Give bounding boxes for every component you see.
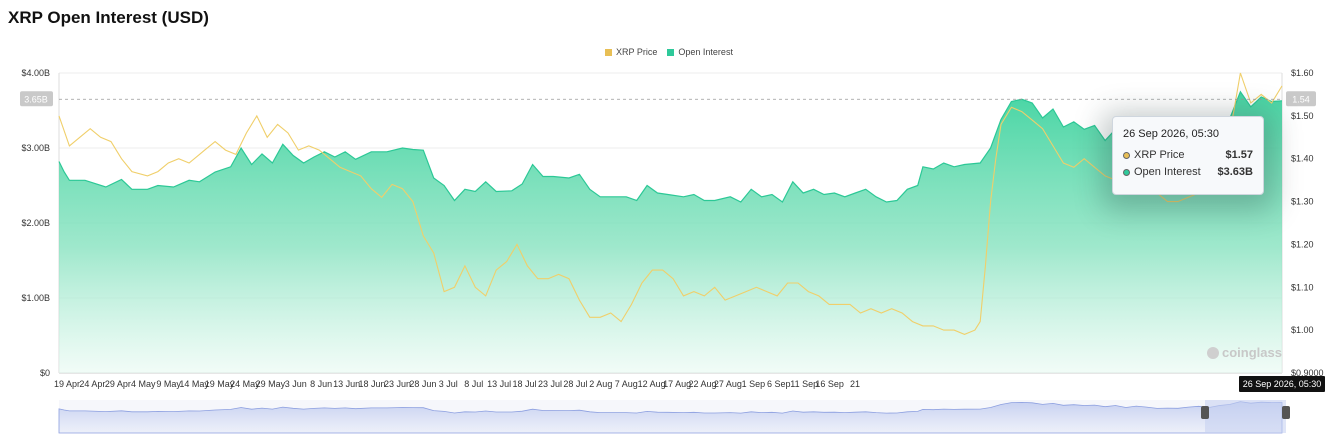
x-axis-tick-label: 2 Aug [589, 379, 612, 389]
tooltip-row-open-interest: Open Interest $3.63B [1123, 166, 1253, 178]
open-interest-area [58, 90, 1283, 374]
legend-label-open-interest: Open Interest [678, 47, 733, 57]
x-axis-tick-label: 13 Jun [333, 379, 360, 389]
left-axis-tick-label: $1.00B [21, 293, 50, 303]
right-axis: $0.9000 $1.00 $1.10 $1.20 $1.30 $1.40 $1.50 $1.… [1291, 68, 1324, 378]
xrp-price-path [58, 72, 1283, 335]
tooltip-dot-xrp-price [1123, 151, 1130, 159]
x-axis-tick-label: 24 May [230, 379, 260, 389]
tooltip-dot-open-interest [1123, 168, 1130, 176]
right-axis-tick-label: $1.00 [1291, 325, 1314, 335]
x-axis-tick-label: 19 Apr [54, 379, 80, 389]
legend-swatch-xrp-price [605, 48, 613, 56]
open-interest-area-fill [59, 91, 1282, 374]
navigator-left-handle[interactable] [1201, 406, 1209, 419]
left-axis-tick-label: $2.00B [21, 218, 50, 228]
x-axis-tick-label: 27 Aug [714, 379, 742, 389]
x-axis-tick-label: 18 Jun [359, 379, 386, 389]
navigator-right-handle[interactable] [1282, 406, 1290, 419]
right-axis-tick-label: $1.30 [1291, 197, 1314, 207]
x-axis-tick-label: 14 May [179, 379, 209, 389]
crosshair-left-label: 3.65B [24, 94, 48, 104]
right-axis-tick-label: $1.50 [1291, 111, 1314, 121]
x-axis-tick-label: 11 Sep [790, 379, 818, 389]
x-axis-tick-label: 8 Jun [310, 379, 332, 389]
x-axis-tick-label: 8 Jul [464, 379, 483, 389]
x-axis-tick-label: 3 Jul [439, 379, 458, 389]
legend-label-xrp-price: XRP Price [616, 47, 658, 57]
tooltip: 26 Sep 2026, 05:30 XRP Price $1.57 Open … [1112, 116, 1264, 195]
x-axis-tick-label: 24 Apr [79, 379, 105, 389]
navigator-selection [1205, 400, 1286, 433]
x-axis-tick-label: 1 Sep [742, 379, 766, 389]
x-axis-tick-label: 16 Sep [815, 379, 844, 389]
crosshair-left-label-bg [20, 91, 53, 107]
tooltip-row-xrp-price: XRP Price $1.57 [1123, 149, 1253, 161]
tooltip-date: 26 Sep 2026, 05:30 [1123, 128, 1220, 140]
x-axis-tick-label: 21 [850, 379, 860, 389]
tooltip-label: XRP Price [1134, 149, 1185, 161]
tooltip-value: $3.63B [1217, 166, 1253, 178]
chart-title: XRP Open Interest (USD) [8, 8, 209, 27]
legend-item-open-interest[interactable]: Open Interest [667, 47, 733, 57]
x-axis-tick-label: 3 Jun [285, 379, 307, 389]
x-axis-tick-label: 22 Aug [688, 379, 716, 389]
x-axis-tick-label: 23 Jul [538, 379, 562, 389]
x-axis-tick-label: 28 Jun [409, 379, 436, 389]
legend-swatch-open-interest [667, 48, 675, 56]
crosshair-right-label: 1.54 [1292, 94, 1310, 104]
x-axis-tick-label: 4 May [131, 379, 156, 389]
legend-item-xrp-price[interactable]: XRP Price [605, 47, 657, 57]
left-axis-tick-label: $4.00B [21, 68, 50, 78]
navigator-series [58, 401, 1283, 434]
x-axis-tick-label: 13 Jul [487, 379, 511, 389]
watermark: coinglass [1207, 345, 1282, 360]
x-axis-tick-label: 17 Aug [663, 379, 691, 389]
xrp-price-line [58, 72, 1283, 335]
left-axis: $0 $1.00B $2.00B $3.00B $4.00B [21, 68, 50, 378]
legend: XRP Price Open Interest [0, 47, 1338, 57]
tooltip-value: $1.57 [1225, 149, 1253, 161]
x-axis-tick-label: 28 Jul [563, 379, 587, 389]
right-axis-tick-label: $1.40 [1291, 154, 1314, 164]
x-axis-tick-label: 12 Aug [638, 379, 666, 389]
x-axis-tick-label: 29 May [256, 379, 286, 389]
open-interest-line [58, 90, 1283, 203]
x-axis-tick-label: 9 May [156, 379, 181, 389]
right-axis-tick-label: $1.10 [1291, 282, 1314, 292]
left-axis-tick-label: $0 [40, 368, 50, 378]
crosshair-x-label: 26 Sep 2026, 05:30 [1243, 379, 1322, 389]
right-axis-tick-label: $1.20 [1291, 239, 1314, 249]
x-axis-tick-label: 29 Apr [105, 379, 131, 389]
x-axis-tick-label: 18 Jul [513, 379, 537, 389]
coinglass-logo-icon [1207, 346, 1219, 359]
x-axis-tick-label: 19 May [205, 379, 235, 389]
right-axis-tick-label: $0.9000 [1291, 368, 1324, 378]
watermark-text: coinglass [1222, 345, 1282, 360]
crosshair-right-label-bg [1286, 91, 1316, 107]
right-axis-tick-label: $1.60 [1291, 68, 1314, 78]
x-axis-tick-label: 7 Aug [615, 379, 638, 389]
x-axis-tick-label: 6 Sep [767, 379, 791, 389]
tooltip-label: Open Interest [1134, 166, 1201, 178]
crosshair-x-label-bg [1239, 376, 1325, 392]
left-axis-tick-label: $3.00B [21, 143, 50, 153]
crosshair: 3.65B 1.54 26 Sep 2026, 05:30 [20, 91, 1325, 392]
navigator[interactable] [58, 400, 1290, 434]
x-axis-tick-label: 23 Jun [384, 379, 411, 389]
